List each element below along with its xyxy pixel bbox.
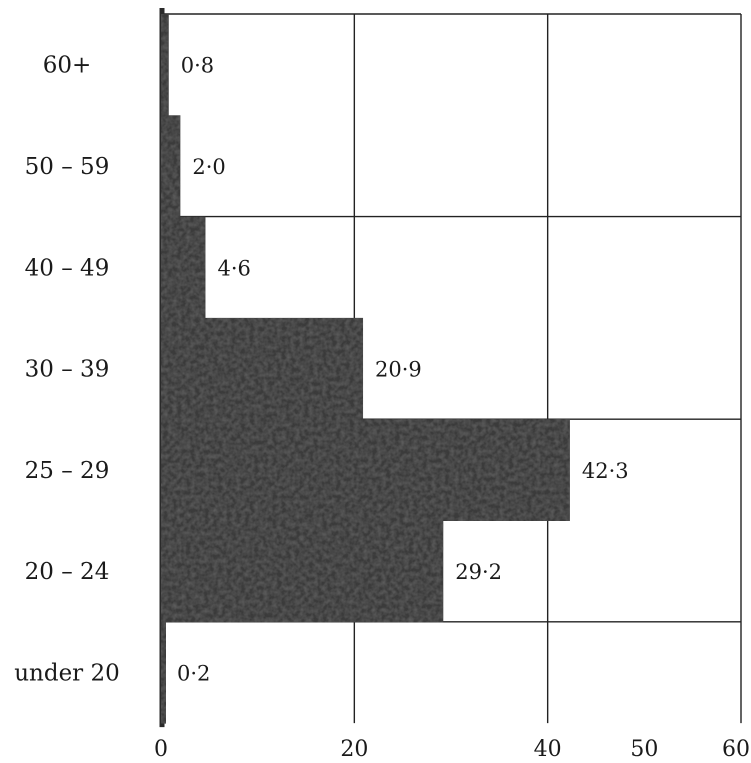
bar-5 [161, 520, 444, 623]
data-label: 0·8 [181, 54, 214, 78]
category-label: 20 – 24 [25, 559, 110, 585]
x-tick-label: 60 [722, 737, 750, 762]
bars [161, 14, 570, 724]
bar-2 [161, 216, 206, 319]
x-axis-ticks: 0 20 40 50 60 [154, 737, 750, 762]
data-label: 42·3 [582, 459, 629, 483]
bar-6 [161, 621, 166, 724]
category-label: 30 – 39 [25, 357, 110, 383]
bar-3 [161, 317, 364, 420]
x-tick-label: 40 [534, 737, 562, 762]
x-tick-label: 0 [154, 737, 168, 762]
category-label: 60+ [43, 53, 92, 79]
data-label: 20·9 [375, 358, 422, 382]
bar-4 [161, 419, 570, 521]
x-tick-label: 50 [630, 737, 658, 762]
bar-1 [161, 115, 181, 218]
data-label: 29·2 [455, 560, 502, 584]
data-label: 4·6 [217, 256, 250, 280]
category-label: under 20 [14, 660, 120, 686]
category-label: 50 – 59 [25, 154, 110, 180]
labels: 60+ 0·8 50 – 59 2·0 40 – 49 4·6 30 – 39 20·9 25 … [14, 53, 628, 687]
category-label: 40 – 49 [25, 255, 110, 281]
bar-0 [161, 14, 169, 116]
data-label: 2·0 [192, 155, 225, 179]
x-tick-label: 20 [340, 737, 368, 762]
data-label: 0·2 [177, 661, 210, 685]
category-label: 25 – 29 [25, 458, 110, 484]
